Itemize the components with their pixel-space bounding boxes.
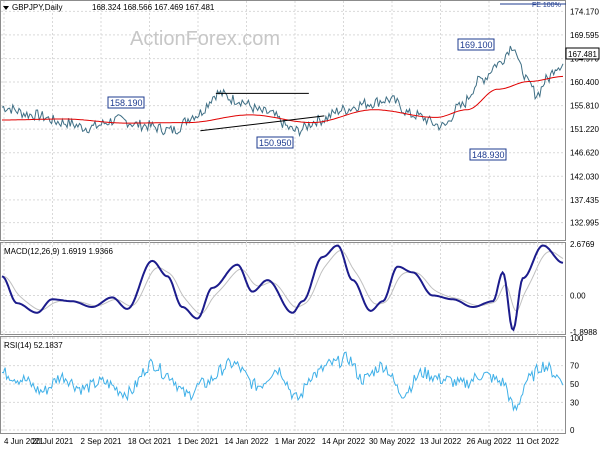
x-tick-label: 1 Mar 2022 bbox=[275, 437, 316, 446]
price-annotation-label: 148.930 bbox=[472, 150, 505, 160]
y-tick-label: 0 bbox=[570, 426, 575, 435]
lower-trendline bbox=[200, 115, 325, 132]
x-tick-label: 14 Apr 2022 bbox=[322, 437, 366, 446]
rsi-panel bbox=[0, 336, 566, 434]
y-tick-label: 160.400 bbox=[570, 78, 599, 87]
price-annotation-box bbox=[107, 96, 145, 109]
fe-label: FE 100% bbox=[532, 2, 561, 9]
rsi-line bbox=[1, 351, 564, 412]
macd-line bbox=[1, 244, 564, 332]
y-tick-label: 137.435 bbox=[570, 196, 599, 205]
x-tick-label: 14 Jan 2022 bbox=[224, 437, 269, 446]
x-tick-label: 30 May 2022 bbox=[369, 437, 416, 446]
y-tick-label: 174.170 bbox=[570, 7, 599, 16]
x-tick-label: 20 Jul 2021 bbox=[32, 437, 74, 446]
rsi-title: RSI(14) 52.1837 bbox=[4, 341, 63, 350]
price-annotation-box bbox=[469, 148, 507, 161]
macd-series bbox=[1, 244, 564, 332]
y-tick-label: 100 bbox=[570, 334, 584, 343]
ohlc-values: 168.324 168.566 167.469 167.481 bbox=[92, 3, 215, 12]
price-annotation-label: 150.950 bbox=[259, 138, 292, 148]
y-axis-ticks: 174.170169.595164.970160.400155.810151.2… bbox=[570, 7, 599, 435]
y-tick-label: 132.995 bbox=[570, 219, 599, 228]
y-tick-label: 50 bbox=[570, 380, 579, 389]
x-tick-label: 18 Oct 2021 bbox=[128, 437, 172, 446]
grid bbox=[1, 1, 565, 433]
y-tick-label: 146.620 bbox=[570, 149, 599, 158]
chart-title-group: GBPJPY,Daily 168.324 168.566 167.469 167… bbox=[3, 3, 215, 12]
price-line bbox=[1, 45, 564, 138]
x-tick-label: 11 Oct 2022 bbox=[516, 437, 560, 446]
x-tick-label: 26 Aug 2022 bbox=[467, 437, 512, 446]
moving-average-line bbox=[2, 75, 564, 124]
watermark: ActionForex.com bbox=[130, 28, 280, 50]
y-tick-label: 0.00 bbox=[570, 291, 586, 300]
macd-panel bbox=[0, 242, 566, 335]
collapse-triangle-icon[interactable] bbox=[3, 6, 9, 10]
y-tick-label: 30 bbox=[570, 398, 579, 407]
price-annotation-label: 158.190 bbox=[110, 98, 143, 108]
y-tick-label: -1.8988 bbox=[570, 328, 598, 337]
y-tick-label: 2.6769 bbox=[570, 240, 595, 249]
annotations: 158.190 150.950 169.100 148.930 bbox=[107, 38, 507, 161]
y-tick-label: 155.810 bbox=[570, 102, 599, 111]
price-annotation-label: 169.100 bbox=[460, 40, 493, 50]
rsi-series bbox=[1, 351, 564, 412]
y-tick-label: 151.220 bbox=[570, 125, 599, 134]
x-tick-label: 4 Jun 2021 bbox=[4, 437, 44, 446]
current-price-box bbox=[565, 47, 600, 60]
y-tick-label: 70 bbox=[570, 362, 579, 371]
y-tick-label: 142.030 bbox=[570, 172, 599, 181]
price-annotation-box bbox=[256, 136, 294, 149]
x-tick-label: 13 Jul 2022 bbox=[420, 437, 462, 446]
macd-title: MACD(12,26,9) 1.6919 1.9366 bbox=[4, 247, 114, 256]
y-tick-label: 169.595 bbox=[570, 31, 599, 40]
x-tick-label: 1 Dec 2021 bbox=[178, 437, 219, 446]
price-series bbox=[1, 45, 564, 138]
trendlines bbox=[200, 92, 325, 132]
current-price-label: 167.481 bbox=[568, 50, 597, 59]
chart-title: GBPJPY,Daily bbox=[12, 3, 63, 12]
price-annotation-box bbox=[457, 38, 495, 51]
x-tick-label: 2 Sep 2021 bbox=[81, 437, 122, 446]
